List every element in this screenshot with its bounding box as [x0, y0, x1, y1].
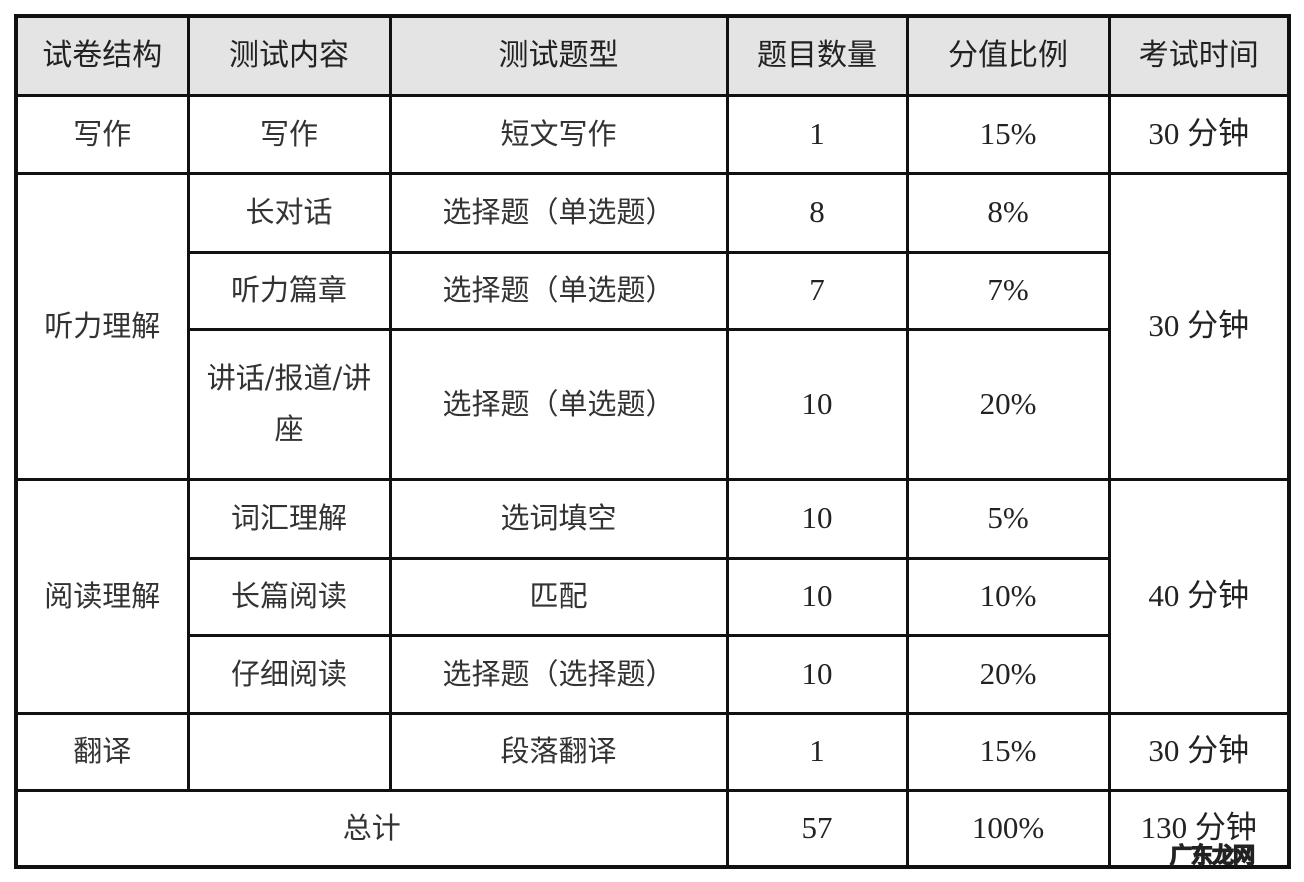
- count-cell: 1: [725, 93, 909, 175]
- ratio-cell: 20%: [905, 327, 1111, 481]
- table-row: 写作 写作 短文写作 1 15% 30 分钟: [14, 93, 1291, 175]
- total-count: 57: [725, 788, 909, 869]
- type-cell: 选词填空: [388, 477, 729, 560]
- header-cell: 试卷结构: [14, 14, 190, 97]
- watermark-logo: 广东龙网: [1169, 843, 1255, 869]
- table-row: 阅读理解 词汇理解 选词填空 10 5% 40 分钟: [14, 477, 1291, 715]
- total-ratio: 100%: [905, 788, 1111, 869]
- total-label: 总计: [14, 788, 729, 869]
- header-cell: 分值比例: [905, 14, 1111, 97]
- table-row: 听力理解 长对话 选择题（单选题） 8 8% 30 分钟: [14, 171, 1291, 481]
- type-cell: 选择题（单选题）: [388, 250, 729, 331]
- content-cell: 长篇阅读: [186, 556, 392, 637]
- exam-structure-table: 试卷结构 测试内容 测试题型 题目数量 分值比例 考试时间 写作 写作 短文写作…: [14, 14, 1291, 869]
- ratio-cell: 20%: [905, 633, 1111, 715]
- table-row: 翻译 段落翻译 1 15% 30 分钟: [14, 711, 1291, 792]
- table-row: 长篇阅读 匹配 10 10%: [16, 556, 1289, 637]
- type-cell: 匹配: [388, 556, 729, 637]
- content-cell: 讲话/报道/讲座: [186, 327, 392, 481]
- type-cell: 段落翻译: [388, 711, 729, 792]
- header-cell: 测试题型: [388, 14, 729, 97]
- type-cell: 选择题（选择题）: [388, 633, 729, 715]
- table-row: 听力篇章 选择题（单选题） 7 7%: [16, 250, 1289, 331]
- count-cell: 1: [725, 711, 909, 792]
- count-cell: 10: [725, 327, 909, 481]
- content-cell: 词汇理解: [186, 477, 392, 560]
- header-cell: 题目数量: [725, 14, 909, 97]
- ratio-cell: 8%: [905, 171, 1111, 254]
- time-cell: 30 分钟: [1107, 171, 1291, 481]
- ratio-cell: 15%: [905, 93, 1111, 175]
- section-name: 听力理解: [14, 171, 190, 481]
- header-cell: 考试时间: [1107, 14, 1291, 97]
- table-row: 仔细阅读 选择题（选择题） 10 20%: [16, 633, 1289, 715]
- content-cell: 听力篇章: [186, 250, 392, 331]
- total-row: 总计 57 100% 130 分钟: [14, 788, 1291, 869]
- count-cell: 8: [725, 171, 909, 254]
- type-cell: 选择题（单选题）: [388, 171, 729, 254]
- type-cell: 短文写作: [388, 93, 729, 175]
- section-name: 写作: [14, 93, 190, 175]
- time-cell: 30 分钟: [1107, 93, 1291, 175]
- content-cell: [186, 711, 392, 792]
- content-cell: 长对话: [186, 171, 392, 254]
- count-cell: 10: [725, 477, 909, 560]
- time-cell: 30 分钟: [1107, 711, 1291, 792]
- ratio-cell: 15%: [905, 711, 1111, 792]
- header-row: 试卷结构 测试内容 测试题型 题目数量 分值比例 考试时间: [14, 14, 1291, 97]
- time-cell: 40 分钟: [1107, 477, 1291, 715]
- section-name: 阅读理解: [14, 477, 190, 715]
- ratio-cell: 5%: [905, 477, 1111, 560]
- ratio-cell: 10%: [905, 556, 1111, 637]
- content-cell: 写作: [186, 93, 392, 175]
- total-time: 130 分钟: [1107, 788, 1291, 869]
- count-cell: 10: [725, 556, 909, 637]
- section-name: 翻译: [14, 711, 190, 792]
- count-cell: 7: [725, 250, 909, 331]
- ratio-cell: 7%: [905, 250, 1111, 331]
- type-cell: 选择题（单选题）: [388, 327, 729, 481]
- count-cell: 10: [725, 633, 909, 715]
- content-cell: 仔细阅读: [186, 633, 392, 715]
- table-row: 讲话/报道/讲座 选择题（单选题） 10 20%: [16, 327, 1289, 481]
- header-cell: 测试内容: [186, 14, 392, 97]
